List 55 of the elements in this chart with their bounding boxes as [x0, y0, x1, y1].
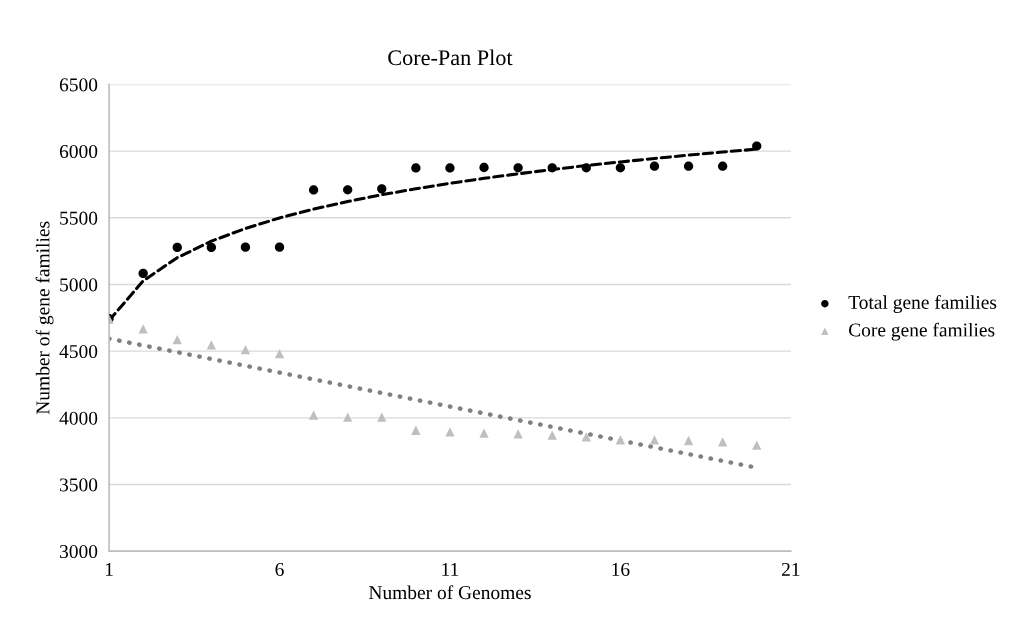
point [274, 349, 285, 359]
x-tick-label: 16 [612, 562, 630, 576]
point [308, 410, 319, 420]
point [683, 161, 694, 171]
point [343, 185, 353, 195]
chart-title: Core-Pan Plot [388, 49, 513, 66]
y-tick-label: 3500 [60, 478, 98, 492]
point [513, 163, 523, 173]
point [479, 428, 489, 438]
y-tick-label: 6000 [59, 144, 98, 159]
point [683, 435, 694, 446]
point [445, 163, 455, 173]
point [411, 425, 421, 435]
point [172, 242, 182, 253]
point [377, 412, 387, 422]
y-tick-label: 4000 [59, 411, 98, 425]
point [718, 437, 728, 447]
y-tick-label: 5000 [60, 278, 98, 292]
x-axis-title: Number of Genomes [368, 585, 531, 600]
y-tick-label: 4500 [59, 344, 98, 359]
point [547, 163, 557, 173]
point [240, 345, 251, 355]
point [206, 340, 216, 350]
point [377, 184, 387, 194]
y-tick-label: 3000 [60, 545, 98, 559]
point [479, 162, 489, 173]
legend-label: Total gene families [848, 295, 997, 313]
x-tick-label: 6 [275, 562, 284, 576]
point [649, 161, 660, 171]
point [649, 435, 660, 445]
point [240, 242, 251, 252]
point [445, 427, 455, 437]
point [274, 242, 285, 252]
x-tick-label: 21 [781, 562, 800, 576]
point [411, 163, 421, 173]
point [581, 163, 591, 173]
legend-label: Core gene families [849, 322, 995, 341]
point [718, 161, 728, 171]
point [343, 412, 353, 422]
point [308, 185, 319, 195]
point [138, 324, 148, 334]
point [752, 440, 762, 450]
y-axis-title: Number of gene families [35, 221, 54, 415]
point [581, 432, 591, 442]
point [547, 430, 557, 440]
x-tick-label: 1 [105, 562, 113, 576]
point [138, 268, 148, 279]
point [752, 141, 762, 151]
point [206, 242, 216, 253]
y-tick-label: 6500 [59, 78, 98, 92]
point [615, 435, 626, 445]
x-tick-label: 11 [442, 562, 459, 576]
point [513, 429, 523, 439]
point [615, 163, 626, 173]
y-tick-label: 5500 [60, 211, 98, 225]
